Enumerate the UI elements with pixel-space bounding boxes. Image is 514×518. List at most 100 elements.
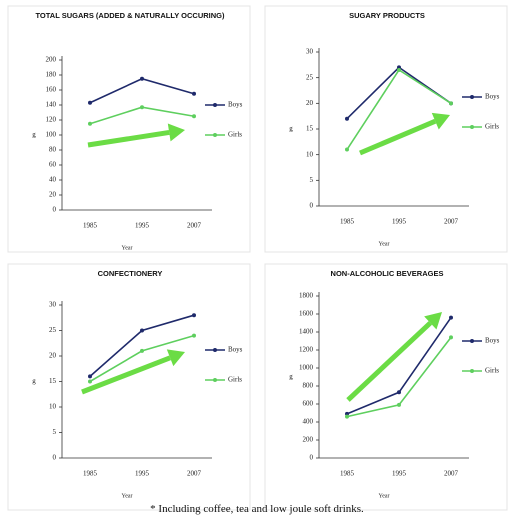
chart-title: NON-ALCOHOLIC BEVERAGES <box>330 269 444 278</box>
y-tick-label: 5 <box>310 176 314 184</box>
panel-frame <box>7 5 251 253</box>
y-tick-label: 140 <box>46 101 57 109</box>
y-tick-label: 1400 <box>299 328 314 336</box>
y-tick-label: 60 <box>49 161 57 169</box>
x-tick-label: 1985 <box>83 470 98 478</box>
y-tick-label: 180 <box>46 71 57 79</box>
legend-marker <box>470 339 474 343</box>
y-tick-label: 400 <box>303 418 314 426</box>
legend-marker <box>470 369 474 373</box>
x-tick-label: 2007 <box>444 470 459 478</box>
chart-title: TOTAL SUGARS (ADDED & NATURALLY OCCURING… <box>35 11 225 20</box>
y-tick-label: 200 <box>303 436 314 444</box>
y-tick-label: 200 <box>46 56 57 64</box>
y-tick-label: 800 <box>303 382 314 390</box>
x-tick-label: 2007 <box>444 218 459 226</box>
chart-title: CONFECTIONERY <box>97 269 163 278</box>
y-tick-label: 1600 <box>299 310 314 318</box>
x-axis-label: Year <box>378 493 389 499</box>
y-axis-label: g <box>289 125 293 133</box>
panel-frame <box>264 5 508 253</box>
y-tick-label: 120 <box>46 116 57 124</box>
legend-marker <box>213 348 217 352</box>
data-point <box>397 390 401 395</box>
legend-marker <box>213 133 217 137</box>
trend-arrow-shaft <box>87 129 170 148</box>
y-tick-label: 1200 <box>299 346 314 354</box>
data-point <box>397 67 401 72</box>
data-point <box>88 379 92 384</box>
data-point <box>345 414 349 419</box>
y-tick-label: 30 <box>49 301 57 309</box>
x-tick-label: 1985 <box>340 218 355 226</box>
x-tick-label: 2007 <box>187 470 202 478</box>
trend-arrow-head <box>167 123 185 142</box>
x-tick-label: 2007 <box>187 222 202 230</box>
y-tick-label: 160 <box>46 86 57 94</box>
trend-arrow-head <box>431 112 450 130</box>
y-tick-label: 5 <box>53 428 57 436</box>
data-line <box>89 77 195 104</box>
x-tick-label: 1995 <box>135 222 150 230</box>
legend-marker <box>470 95 474 99</box>
x-tick-label: 1995 <box>392 218 407 226</box>
y-tick-label: 20 <box>49 191 57 199</box>
y-tick-label: 25 <box>306 73 314 81</box>
y-tick-label: 10 <box>49 403 57 411</box>
y-tick-label: 0 <box>53 206 57 214</box>
data-point <box>88 374 92 379</box>
legend-marker <box>470 125 474 129</box>
x-axis-label: Year <box>121 493 132 499</box>
data-point <box>345 147 349 152</box>
data-point <box>140 328 144 333</box>
trend-arrow-head <box>166 349 185 367</box>
y-tick-label: 20 <box>49 352 57 360</box>
trend-arrow-shaft <box>359 118 437 156</box>
data-point <box>345 116 349 121</box>
x-tick-label: 1985 <box>340 470 355 478</box>
y-tick-label: 15 <box>49 377 57 385</box>
legend-label: Girls <box>485 123 499 131</box>
x-tick-label: 1995 <box>392 470 407 478</box>
y-tick-label: 30 <box>306 48 314 56</box>
trend-arrow-shaft <box>81 355 171 395</box>
panel-frame <box>7 263 251 511</box>
legend-label: Boys <box>228 346 243 354</box>
x-axis-label: Year <box>378 241 389 247</box>
chart-title: SUGARY PRODUCTS <box>349 11 425 20</box>
trend-arrow-shaft <box>346 321 433 402</box>
y-tick-label: 0 <box>53 454 57 462</box>
y-tick-label: 0 <box>310 454 314 462</box>
trend-arrow-head <box>424 312 442 330</box>
y-tick-label: 600 <box>303 400 314 408</box>
data-line <box>89 106 195 125</box>
legend-label: Girls <box>228 131 242 139</box>
y-axis-label: g <box>32 377 36 385</box>
legend-label: Girls <box>485 367 499 375</box>
data-point <box>140 76 144 81</box>
footnote: * Including coffee, tea and low joule so… <box>150 503 364 515</box>
data-point <box>449 315 453 320</box>
data-point <box>397 402 401 407</box>
legend-label: Boys <box>228 101 243 109</box>
y-tick-label: 100 <box>46 131 57 139</box>
x-tick-label: 1985 <box>83 222 98 230</box>
data-point <box>192 91 196 96</box>
y-tick-label: 15 <box>306 125 314 133</box>
panel-frame <box>264 263 508 511</box>
y-tick-label: 80 <box>49 146 57 154</box>
legend-label: Boys <box>485 93 500 101</box>
data-point <box>449 335 453 340</box>
legend-label: Girls <box>228 376 242 384</box>
legend-marker <box>213 378 217 382</box>
data-point <box>88 100 92 105</box>
y-tick-label: 25 <box>49 326 57 334</box>
y-tick-label: 40 <box>49 176 57 184</box>
data-point <box>140 348 144 353</box>
data-point <box>140 105 144 110</box>
legend-marker <box>213 103 217 107</box>
data-line <box>346 317 452 415</box>
data-point <box>192 333 196 338</box>
